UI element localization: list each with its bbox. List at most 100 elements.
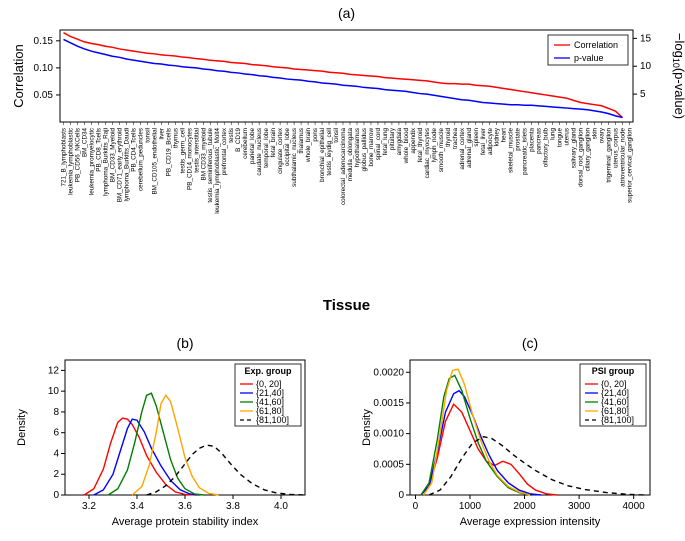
panel-b-ytick: 8 bbox=[53, 407, 59, 418]
panel-b-title: (b) bbox=[176, 335, 193, 351]
panel-a-box bbox=[60, 30, 633, 122]
panel-a-x-label: Tissue bbox=[323, 297, 370, 314]
tissue-label: kidney bbox=[494, 127, 501, 146]
panel-b-curve bbox=[84, 418, 197, 495]
tissue-label: heart bbox=[501, 128, 508, 143]
tissue-label: atrioventricular_node bbox=[620, 128, 627, 187]
panel-c-curve bbox=[421, 404, 557, 495]
tissue-label: occipital_lobe bbox=[284, 128, 291, 167]
tissue-label: leukemia_lymphoblastic_Molt4 bbox=[214, 128, 221, 214]
tissue-label: bronchial_epithelial bbox=[319, 128, 326, 182]
tissue-label: appendix bbox=[410, 127, 417, 153]
panel-b-xtick: 3.4 bbox=[130, 501, 144, 512]
tissue-label: BM_CD105_endothelial bbox=[151, 128, 158, 195]
tissue-label: cerebellum_peduncles bbox=[137, 128, 144, 191]
panel-a-right-tick: 15 bbox=[640, 33, 652, 44]
tissue-label: pituitary bbox=[389, 127, 396, 150]
panel-b-ytick: 2 bbox=[53, 469, 59, 480]
tissue-label: prostate bbox=[515, 128, 522, 151]
tissue-label: ovary bbox=[599, 127, 606, 143]
tissue-label: BM_CD34 bbox=[81, 128, 88, 158]
panel-b-xtick: 3.6 bbox=[178, 501, 192, 512]
tissue-label: skin bbox=[592, 128, 599, 140]
tissue-label: prefrontal_cortex bbox=[221, 127, 228, 175]
panel-b-ytick: 0 bbox=[53, 490, 59, 501]
panel-c-xtick: 2000 bbox=[513, 501, 536, 512]
tissue-label: lung bbox=[550, 128, 557, 140]
tissue-label: smooth_muscle bbox=[438, 128, 445, 173]
panel-c-xlabel: Average expression intensity bbox=[460, 516, 601, 528]
tissue-label: adipocyte bbox=[487, 128, 494, 155]
tissue-label: pancreas bbox=[536, 128, 543, 154]
panel-b-xtick: 3.8 bbox=[226, 501, 240, 512]
tissue-label: medulla_oblongata bbox=[347, 128, 354, 182]
tissue-label: lymph_node bbox=[431, 128, 438, 163]
tissue-label: PB_CD19_Bcells bbox=[165, 128, 172, 176]
panel-a-title: (a) bbox=[338, 5, 355, 21]
panel-b-ytick: 10 bbox=[48, 386, 60, 397]
panel-b-curve bbox=[132, 395, 218, 495]
tissue-label: whole_blood bbox=[403, 128, 410, 165]
panel-c-legend-title: PSI group bbox=[592, 366, 635, 376]
tissue-label: BM_CD71_early_erythroid bbox=[116, 128, 123, 203]
tissue-label: trigeminal_ganglion bbox=[606, 128, 613, 183]
tissue-label: B_CD19 bbox=[235, 128, 242, 152]
tissue-label: temporal_lobe bbox=[263, 128, 270, 168]
tissue-label: ciliary_ganglion bbox=[585, 128, 592, 172]
tissue-label: salivary_gland bbox=[571, 128, 578, 169]
panel-b-ytick: 12 bbox=[48, 365, 60, 376]
tissue-label: fetal_thyroid bbox=[417, 128, 424, 163]
panel-c-ytick: 0.0015 bbox=[373, 398, 404, 409]
tissue-label: caudate_nucleus bbox=[256, 128, 263, 176]
tissue-label: testis_germ_cell bbox=[179, 128, 186, 174]
panel-c-ytick: 0.0020 bbox=[373, 367, 404, 378]
panel-c-curve bbox=[424, 369, 530, 495]
tissue-label: dorsal_root_ganglion bbox=[578, 128, 585, 187]
correlation-line bbox=[63, 33, 622, 118]
tissue-label: hypothalamus bbox=[354, 128, 361, 167]
tissue-label: fetal_liver bbox=[480, 128, 487, 155]
tissue-label: 721_B_lymphoblasts bbox=[60, 128, 67, 186]
tissue-label: colorectal_adenocarcinoma bbox=[340, 128, 347, 206]
tissue-label: testis_seminiferous_tubule bbox=[207, 128, 214, 203]
tissue-label: leukemia_lymphoblastic bbox=[67, 128, 74, 195]
panel-c-ylabel: Density bbox=[361, 409, 373, 446]
tissue-label: uterus bbox=[564, 128, 571, 146]
tissue-label: spinal_cord bbox=[375, 128, 382, 161]
tissue-label: testis bbox=[228, 128, 235, 143]
tissue-label: skeletal_muscle bbox=[508, 128, 515, 173]
tissue-label: fetal_brain bbox=[270, 128, 277, 158]
tissue-label: lymphoma_Burkitts_Daudi bbox=[123, 128, 130, 202]
tissue-label: whole_brain bbox=[305, 128, 312, 163]
panel-a-left-label: Correlation bbox=[11, 44, 26, 108]
panel-a-left-tick: 0.05 bbox=[34, 90, 54, 101]
tissue-label: cardiac_myocytes bbox=[424, 128, 431, 178]
panel-b-legend-label: {81,100] bbox=[256, 415, 289, 425]
tissue-label: subthalamic_nucleus bbox=[291, 128, 298, 187]
tissue-label: spleen bbox=[473, 128, 480, 147]
tissue-label: pons bbox=[312, 128, 319, 142]
panel-c-title: (c) bbox=[522, 335, 538, 351]
tissue-label: tonsil bbox=[144, 128, 151, 143]
tissue-label: globus_pallidus bbox=[361, 128, 368, 171]
tissue-label: pancreatic_islets bbox=[522, 128, 529, 175]
tissue-label: BM_CD33_Myeloid bbox=[109, 128, 116, 183]
tissue-label: cerebellum bbox=[242, 128, 249, 159]
panel-c-ytick: 0.0010 bbox=[373, 429, 404, 440]
tissue-label: PB_CD14_monocytes bbox=[186, 128, 193, 190]
tissue-label: bone_marrow bbox=[368, 128, 375, 167]
panel-a-left-tick: 0.15 bbox=[34, 36, 54, 47]
panel-b-legend-title: Exp. group bbox=[245, 366, 293, 376]
tissue-label: thalamus bbox=[298, 128, 305, 154]
panel-b-xtick: 4.0 bbox=[274, 501, 288, 512]
pvalue-line bbox=[63, 39, 622, 117]
tissue-label: tonsil bbox=[333, 128, 340, 143]
panel-b-ytick: 4 bbox=[53, 448, 59, 459]
panel-b-xtick: 3.2 bbox=[82, 501, 96, 512]
tissue-label: BM CD33_myeloid bbox=[200, 128, 207, 181]
tissue-label: trachea bbox=[452, 128, 459, 150]
tissue-label: testis_interstitial bbox=[193, 128, 200, 173]
tissue-label: adrenal_cortex bbox=[459, 127, 466, 170]
panel-b-ylabel: Density bbox=[16, 409, 28, 446]
tissue-label: leukemia_promyelocytic bbox=[88, 128, 95, 195]
